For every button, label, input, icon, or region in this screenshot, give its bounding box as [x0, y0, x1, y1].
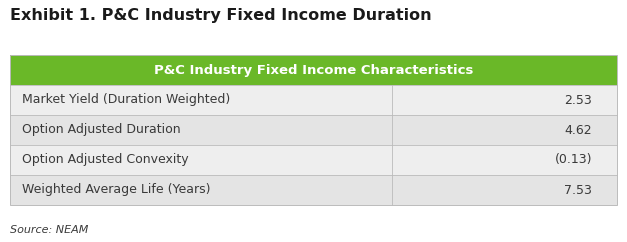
- FancyBboxPatch shape: [10, 145, 617, 175]
- Text: 7.53: 7.53: [564, 183, 592, 197]
- Text: 4.62: 4.62: [564, 123, 592, 136]
- Text: (0.13): (0.13): [554, 153, 592, 166]
- FancyBboxPatch shape: [10, 175, 617, 205]
- FancyBboxPatch shape: [10, 115, 617, 145]
- FancyBboxPatch shape: [10, 55, 617, 85]
- Text: Market Yield (Duration Weighted): Market Yield (Duration Weighted): [22, 93, 230, 106]
- Text: Source: NEAM: Source: NEAM: [10, 225, 88, 235]
- Text: 2.53: 2.53: [564, 93, 592, 106]
- Text: Exhibit 1. P&C Industry Fixed Income Duration: Exhibit 1. P&C Industry Fixed Income Dur…: [10, 8, 431, 23]
- Text: P&C Industry Fixed Income Characteristics: P&C Industry Fixed Income Characteristic…: [154, 63, 473, 76]
- Text: Weighted Average Life (Years): Weighted Average Life (Years): [22, 183, 211, 197]
- Text: Option Adjusted Duration: Option Adjusted Duration: [22, 123, 181, 136]
- Text: Option Adjusted Convexity: Option Adjusted Convexity: [22, 153, 189, 166]
- FancyBboxPatch shape: [10, 85, 617, 115]
